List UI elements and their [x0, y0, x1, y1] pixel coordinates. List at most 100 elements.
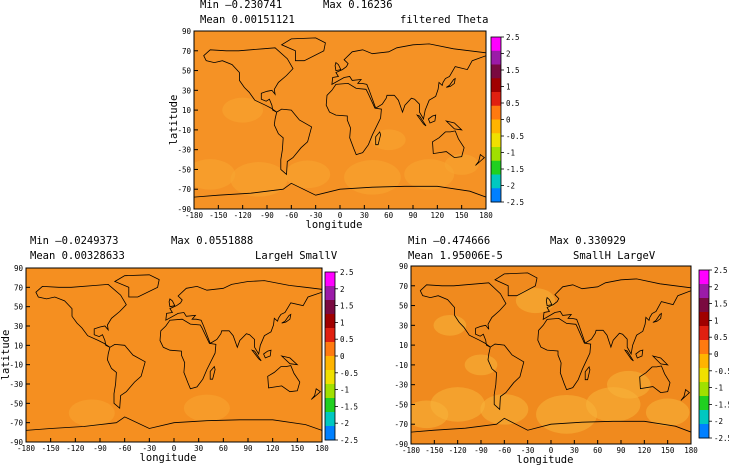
coastline-antarctica [194, 182, 486, 198]
colorbar-label: -2.5 [506, 198, 524, 207]
stat-mean: Mean 1.95006E-5 [408, 250, 503, 262]
x-tick-label: 120 [266, 444, 280, 453]
x-tick-label: 180 [684, 446, 698, 455]
colorbar-segment [699, 270, 709, 285]
y-tick-label: 70 [182, 47, 192, 56]
x-tick-label: -150 [209, 211, 228, 220]
colorbar-label: 2 [506, 50, 511, 59]
colorbar-segment [325, 384, 335, 399]
coastline-australia [267, 365, 301, 393]
colorbar-segment [491, 50, 501, 65]
coastline-australia [639, 365, 671, 394]
colorbar-label: 2 [714, 283, 719, 292]
coastline-antarctica [411, 417, 691, 433]
x-tick-label: -180 [17, 444, 36, 453]
field-blob [222, 97, 264, 123]
coastline-madagascar [375, 131, 382, 146]
colorbar-label: -2.5 [714, 434, 729, 443]
colorbar-label: 0.5 [714, 333, 728, 342]
colorbar-label: -1 [714, 384, 723, 393]
colorbar-label: -0.5 [714, 367, 729, 376]
x-axis-label: longitude [517, 454, 574, 466]
x-tick-label: -60 [498, 446, 512, 455]
y-tick-label: -90 [177, 205, 191, 214]
coastline-japan [281, 313, 292, 324]
colorbar-label: 0 [506, 116, 511, 125]
colorbar-segment [325, 412, 335, 427]
x-tick-label: -60 [118, 444, 132, 453]
field-blob [444, 154, 479, 175]
coastline-southAmerica [106, 343, 146, 410]
coastline-northAmerica [203, 47, 294, 113]
field-blob [433, 314, 467, 336]
colorbar-segment [491, 160, 501, 175]
colorbar-label: 2.5 [714, 266, 728, 275]
colorbar: 2.5 2 1.5 1 0.5 0 -0.5 -1 -1.5 -2 -2.5 [324, 268, 358, 445]
panel-title: LargeH SmallV [255, 250, 338, 262]
stat-max: Max 0.0551888 [171, 235, 253, 247]
coastline-madagascar [584, 366, 591, 381]
field-blob [430, 387, 485, 422]
colorbar-label: 2 [340, 285, 345, 294]
coastline-northAmerica [35, 283, 127, 348]
y-tick-label: -50 [177, 165, 191, 174]
map-panel-2: Min –0.0249373 Max 0.0551888 Mean 0.003286… [0, 235, 358, 464]
coastline-africa [159, 318, 217, 390]
y-tick-label: 10 [399, 341, 409, 350]
field-blob [515, 288, 556, 314]
colorbar-segment [699, 298, 709, 313]
colorbar-segment [325, 314, 335, 329]
coastline-africa [537, 317, 592, 391]
y-tick-label: 30 [14, 322, 24, 331]
y-tick-label: 70 [14, 283, 24, 292]
x-tick-label: -180 [402, 446, 421, 455]
coastline-southAmerica [487, 343, 525, 411]
colorbar-label: -2 [340, 419, 349, 428]
colorbar-label: -1 [506, 149, 515, 158]
map-panel-1: Min –0.230741 Max 0.16236 Mean 0.00151121 f… [168, 0, 524, 231]
colorbar-segment [491, 133, 501, 148]
colorbar-segment [699, 368, 709, 383]
x-tick-label: 30 [194, 444, 204, 453]
colorbar-segment [325, 272, 335, 287]
coastline-northAmerica [419, 282, 507, 348]
colorbar-label: -0.5 [506, 132, 524, 141]
panel-title: SmallH LargeV [573, 250, 656, 262]
y-tick-label: 90 [182, 27, 192, 36]
coastline-antarctica [26, 416, 322, 431]
x-tick-label: 150 [291, 444, 305, 453]
stat-mean: Mean 0.00151121 [200, 14, 295, 26]
y-tick-label: -10 [177, 126, 191, 135]
x-tick-label: 120 [638, 446, 652, 455]
x-tick-label: 180 [315, 444, 329, 453]
panel-title: filtered Theta [400, 14, 489, 26]
colorbar-segment [491, 174, 501, 189]
y-tick-label: -10 [394, 361, 408, 370]
colorbar-segment [491, 105, 501, 120]
coastline-newGuinea [280, 355, 299, 366]
field-blob [183, 394, 230, 422]
coastline-eurasia [331, 43, 486, 121]
coastline-newZealand [475, 153, 486, 166]
field-blob [371, 129, 406, 151]
coastline-borneo [263, 349, 272, 359]
y-tick-label: -70 [177, 185, 191, 194]
colorbar-segment [699, 312, 709, 327]
colorbar-label: -0.5 [340, 369, 358, 378]
x-tick-label: -150 [425, 446, 444, 455]
coastline-sumatra [250, 349, 262, 362]
coastline-japan [652, 312, 662, 323]
colorbar: 2.5 2 1.5 1 0.5 0 -0.5 -1 -1.5 -2 -2.5 [490, 33, 524, 207]
stat-min: Min –0.474666 [408, 235, 490, 247]
x-tick-label: -120 [66, 444, 85, 453]
y-tick-label: 30 [182, 86, 192, 95]
colorbar-segment [491, 64, 501, 79]
colorbar-label: -1 [340, 386, 349, 395]
field-blob [194, 159, 236, 190]
coastline-newZealand [680, 388, 691, 401]
coastline-eurasia [165, 280, 322, 356]
field-blob [284, 160, 331, 189]
y-tick-label: -30 [394, 381, 408, 390]
x-tick-label: 90 [408, 211, 418, 220]
